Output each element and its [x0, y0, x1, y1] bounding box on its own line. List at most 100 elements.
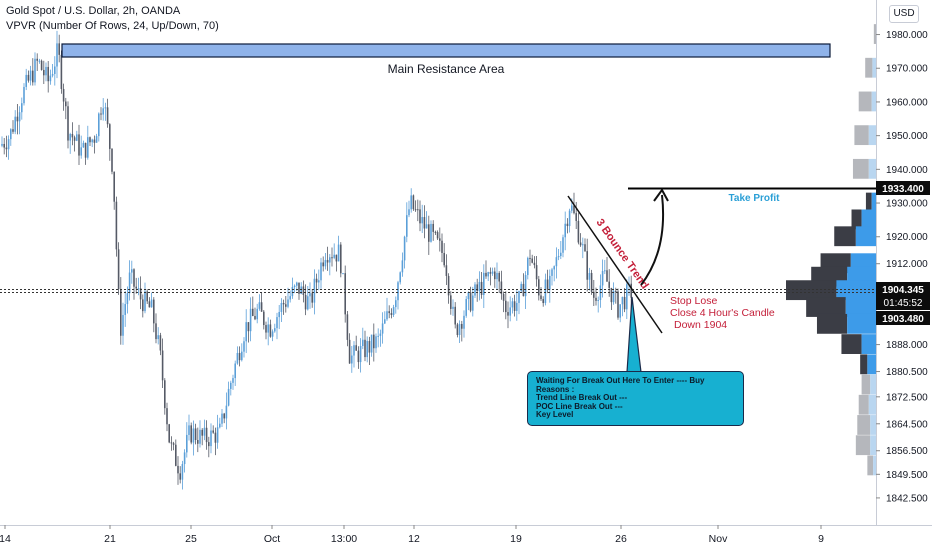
candle-body — [291, 286, 294, 297]
candle-body — [329, 257, 331, 263]
candle-body — [170, 442, 173, 444]
candle-body — [375, 336, 377, 349]
vp-down-bar — [867, 455, 874, 476]
stop-loss-line-2: Close 4 Hour's Candle — [670, 307, 775, 319]
candle-body — [392, 307, 395, 315]
candle-body — [203, 427, 206, 436]
candle-body — [496, 272, 498, 280]
candle-body — [621, 296, 624, 305]
candle-body — [612, 290, 615, 303]
candle-body — [626, 284, 628, 310]
candle-body — [58, 43, 60, 55]
candle-body — [553, 266, 555, 270]
candle-body — [318, 280, 320, 283]
candle-body — [269, 324, 272, 337]
candle-body — [615, 290, 617, 292]
candle-body — [623, 296, 626, 310]
candle-body — [210, 430, 212, 447]
candle-body — [520, 283, 522, 292]
y-tick-label: 1980.000 — [886, 30, 928, 41]
candle-body — [293, 285, 296, 287]
candle-body — [364, 339, 366, 358]
candle-body — [234, 363, 236, 379]
candle-body — [362, 339, 364, 347]
vp-down-bar — [857, 415, 871, 435]
candle-body — [159, 335, 162, 351]
vp-down-bar — [858, 394, 869, 415]
candle-body — [542, 299, 544, 304]
candle-body — [219, 423, 221, 428]
x-tick-label: 13:00 — [331, 533, 357, 545]
trend-line[interactable] — [567, 195, 663, 334]
candle-body — [331, 257, 333, 259]
candle-body — [175, 444, 177, 466]
x-tick-label: 25 — [185, 533, 197, 545]
stop-loss-line-1: Stop Lose — [670, 295, 717, 307]
candle-body — [370, 334, 373, 353]
candle-body — [214, 432, 217, 443]
candle-body — [225, 405, 228, 419]
resistance-label: Main Resistance Area — [388, 62, 505, 76]
candle-body — [247, 322, 250, 332]
candle-body — [223, 413, 225, 419]
candle-body — [320, 262, 322, 281]
y-tick-label: 1872.500 — [886, 392, 928, 403]
candle-body — [263, 311, 265, 326]
stop-loss-line-3: Down 1904 — [674, 319, 727, 331]
candle-body — [36, 58, 38, 61]
candle-body — [128, 272, 131, 294]
candle-body — [366, 341, 368, 358]
countdown-label: 01:45:52 — [884, 298, 923, 309]
indicator-title[interactable]: VPVR (Number Of Rows, 24, Up/Down, 70) — [6, 20, 219, 32]
candle-body — [452, 306, 454, 309]
vp-down-bar — [858, 91, 872, 112]
candle-body — [340, 244, 342, 274]
candle-body — [447, 275, 450, 296]
vp-up-bar — [870, 435, 876, 456]
candle-body — [146, 291, 148, 302]
x-tick-label: Nov — [709, 533, 728, 545]
currency-button[interactable]: USD — [889, 5, 919, 23]
candle-body — [168, 424, 170, 443]
vp-up-bar — [868, 394, 876, 415]
x-tick-label: 21 — [104, 533, 116, 545]
candle-body — [384, 319, 386, 324]
symbol-title[interactable]: Gold Spot / U.S. Dollar, 2h, OANDA — [6, 5, 181, 17]
candle-body — [43, 69, 45, 76]
candle-body — [472, 295, 474, 311]
take-profit-arrow — [640, 194, 665, 286]
candle-body — [608, 281, 610, 288]
candle-body — [3, 143, 5, 148]
candle-body — [135, 286, 137, 289]
candle-body — [274, 328, 276, 332]
candle-body — [181, 464, 184, 480]
entry-callout: Waiting For Break Out Here To Enter ----… — [527, 371, 744, 426]
resistance-zone[interactable] — [61, 43, 831, 58]
candle-body — [183, 452, 186, 465]
candle-body — [557, 256, 560, 258]
candle-body — [271, 331, 274, 337]
volume-profile — [786, 24, 876, 476]
candle-body — [436, 232, 439, 239]
candle-body — [489, 272, 492, 274]
current-price-tag — [876, 282, 930, 310]
candle-body — [49, 75, 52, 82]
price-axis[interactable]: 1980.000 1970.000 1960.000 1950.000 1940.000… — [876, 30, 928, 504]
vp-down-bar — [806, 297, 846, 317]
callout-pointer — [626, 296, 642, 373]
candle-body — [124, 304, 126, 315]
time-axis[interactable]: 14 21 25 Oct 13:00 12 19 26 Nov 9 — [0, 525, 824, 545]
candle-body — [348, 339, 351, 364]
vp-down-bar — [855, 435, 871, 456]
poc-tag-label: 1903.480 — [882, 314, 924, 325]
candle-body — [313, 278, 316, 303]
vp-up-bar — [845, 297, 876, 317]
candle-body — [342, 273, 344, 275]
x-tick-label: 9 — [818, 533, 824, 545]
vp-up-bar — [868, 158, 876, 179]
candle-body — [280, 302, 283, 312]
candle-body — [326, 259, 329, 263]
candle-body — [78, 134, 80, 156]
candle-body — [265, 325, 267, 333]
